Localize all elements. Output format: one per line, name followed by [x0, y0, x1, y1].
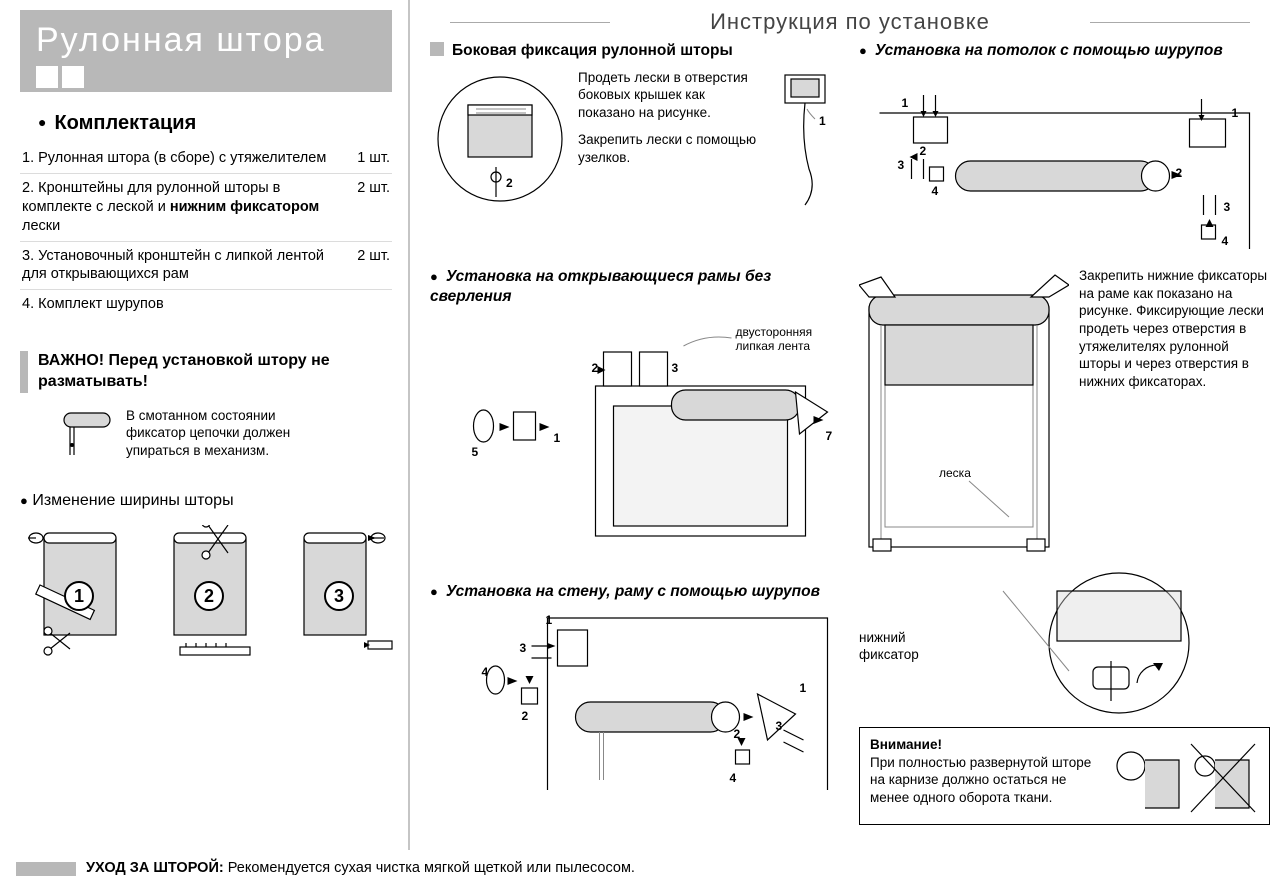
lower-fix-label: нижний фиксатор — [859, 629, 939, 664]
kit-item: 3. Установочный кронштейн с липкой ленто… — [20, 242, 392, 291]
important-title: ВАЖНО! Перед установкой штору не разматы… — [38, 351, 392, 393]
side-fix-diagram: 2 — [430, 69, 570, 209]
footer-text: Рекомендуется сухая чистка мягкой щеткой… — [228, 860, 635, 876]
attention-diagram — [1109, 736, 1259, 816]
lower-fix-window-diagram: леска — [859, 267, 1069, 567]
width-step-3: 3 — [280, 525, 400, 665]
svg-text:1: 1 — [1232, 106, 1239, 120]
section-wall-screws: Установка на стену, раму с помощью шуруп… — [430, 582, 841, 831]
important-text: В смотанном состоянии фиксатор цепочки д… — [126, 407, 326, 460]
wall-screws-diagram: 1 3 4 2 1 — [430, 610, 841, 800]
lower-fix-text: Закрепить нижние фиксаторы на раме как п… — [1079, 267, 1270, 567]
kit-item-qty: 1 шт. — [357, 149, 390, 168]
attention-title: Внимание! — [870, 737, 942, 752]
svg-text:1: 1 — [819, 114, 826, 128]
kit-item-qty: 2 шт. — [357, 179, 390, 236]
ceiling-title: Установка на потолок с помощью шурупов — [859, 41, 1270, 61]
kit-item-text: 1. Рулонная штора (в сборе) с утяжелител… — [22, 149, 345, 168]
wall-screws-title: Установка на стену, раму с помощью шуруп… — [430, 582, 841, 602]
kit-item-text: 2. Кронштейны для рулонной шторы в компл… — [22, 179, 345, 236]
footer-care-line: УХОД ЗА ШТОРОЙ: Рекомендуется сухая чист… — [16, 859, 1270, 878]
svg-text:3: 3 — [898, 158, 905, 172]
important-sub: В смотанном состоянии фиксатор цепочки д… — [60, 407, 392, 461]
kit-heading: Комплектация — [38, 110, 392, 136]
svg-text:5: 5 — [472, 445, 479, 459]
svg-text:3: 3 — [520, 641, 527, 655]
kit-item-qty: 2 шт. — [357, 247, 390, 285]
footer-label: УХОД ЗА ШТОРОЙ: — [86, 860, 224, 876]
svg-text:липкая лента: липкая лента — [736, 339, 811, 353]
svg-text:3: 3 — [1224, 200, 1231, 214]
open-frame-diagram: 2 3 двусторонняя липкая лента 5 1 — [430, 316, 841, 546]
product-title: Рулонная штора — [36, 18, 376, 62]
tape-label: двусторонняя — [736, 325, 813, 339]
svg-text:2: 2 — [506, 176, 513, 190]
svg-text:1: 1 — [554, 431, 561, 445]
svg-text:4: 4 — [1222, 234, 1229, 248]
svg-text:1: 1 — [902, 96, 909, 110]
svg-text:4: 4 — [482, 665, 489, 679]
kit-item: 1. Рулонная штора (в сборе) с утяжелител… — [20, 144, 392, 174]
svg-text:1: 1 — [800, 681, 807, 695]
section-ceiling-install: Установка на потолок с помощью шурупов 1… — [859, 41, 1270, 262]
svg-text:3: 3 — [672, 361, 679, 375]
install-header: Инструкция по установке — [430, 8, 1270, 37]
width-step-1: 1 — [20, 525, 140, 665]
width-change-title: Изменение ширины шторы — [32, 492, 233, 509]
section-side-fixation: Боковая фиксация рулонной шторы 2 Продет… — [430, 41, 841, 262]
title-decorative-boxes — [36, 66, 376, 88]
svg-text:2: 2 — [920, 144, 927, 158]
kit-item-text: 4. Комплект шурупов — [22, 295, 378, 314]
svg-text:3: 3 — [776, 719, 783, 733]
width-step-2: 2 — [150, 525, 270, 665]
kit-item-text: 3. Установочный кронштейн с липкой ленто… — [22, 247, 345, 285]
title-bar: Рулонная штора — [20, 10, 392, 92]
bracket-line-diagram: 1 — [771, 69, 841, 209]
section-open-frame: Установка на открывающиеся рамы без свер… — [430, 267, 841, 576]
svg-text:2: 2 — [1176, 166, 1183, 180]
ceiling-diagram: 1 3 4 2 1 2 — [859, 69, 1270, 259]
kit-item: 4. Комплект шурупов — [20, 290, 392, 319]
width-change-steps: 1 2 — [20, 525, 392, 665]
svg-text:4: 4 — [932, 184, 939, 198]
kit-list: 1. Рулонная штора (в сборе) с утяжелител… — [20, 144, 392, 319]
rolled-blind-icon — [60, 407, 114, 461]
important-block: ВАЖНО! Перед установкой штору не разматы… — [20, 351, 392, 393]
attention-text: При полностью развернутой шторе на карни… — [870, 755, 1091, 805]
svg-text:7: 7 — [826, 429, 833, 443]
attention-box: Внимание! При полностью развернутой штор… — [859, 727, 1270, 825]
svg-text:4: 4 — [730, 771, 737, 785]
open-frame-title: Установка на открывающиеся рамы без свер… — [430, 267, 841, 307]
side-fix-text2: Закрепить лески с помощью узелков. — [578, 131, 763, 166]
svg-text:леска: леска — [939, 466, 971, 480]
left-column: Рулонная штора Комплектация 1. Рулонная … — [0, 0, 410, 850]
lower-fix-detail-diagram — [949, 571, 1209, 721]
svg-text:2: 2 — [592, 361, 599, 375]
svg-text:1: 1 — [546, 613, 553, 627]
svg-text:2: 2 — [522, 709, 529, 723]
section-lower-fixator: леска Закрепить нижние фиксаторы на раме… — [859, 267, 1270, 830]
side-fix-title: Боковая фиксация рулонной шторы — [430, 41, 841, 61]
side-fix-text1: Продеть лески в отверстия боковых крышек… — [578, 69, 763, 122]
kit-item: 2. Кронштейны для рулонной шторы в компл… — [20, 174, 392, 242]
right-column: Инструкция по установке Боковая фиксация… — [410, 0, 1286, 850]
width-change-heading: ● Изменение ширины шторы — [20, 491, 392, 512]
